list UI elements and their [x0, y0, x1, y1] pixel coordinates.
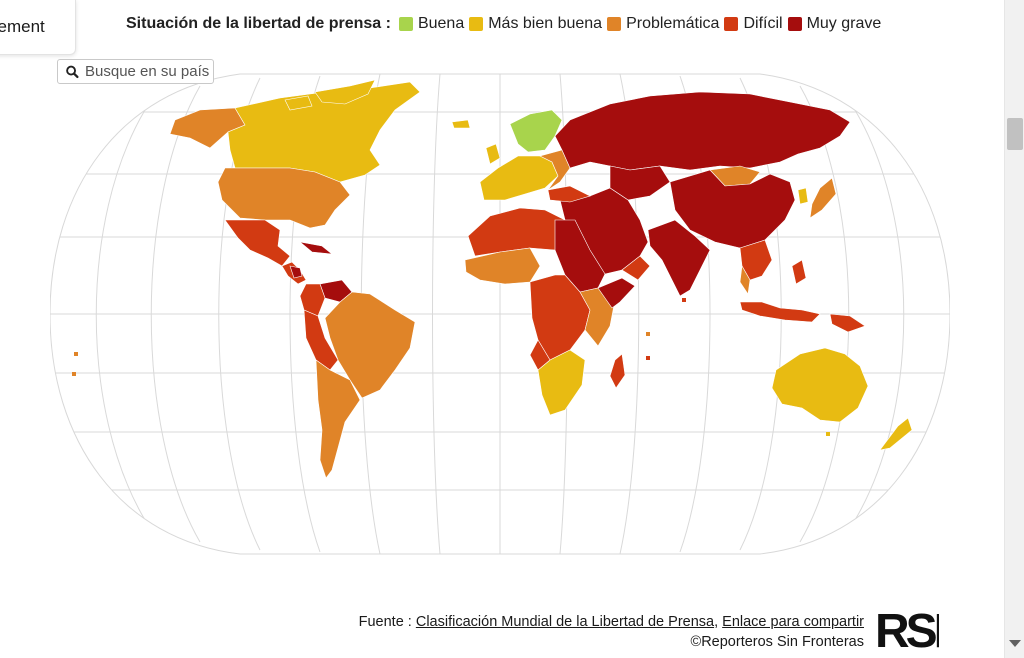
search-icon — [66, 65, 79, 78]
region-india[interactable] — [647, 219, 711, 297]
small-islands — [72, 122, 830, 436]
legend-item-problematica: Problemática — [607, 15, 719, 33]
side-tab-label: sement — [0, 17, 45, 36]
footer: Fuente : Clasificación Mundial de la Lib… — [359, 612, 864, 652]
footer-source-line: Fuente : Clasificación Mundial de la Lib… — [359, 612, 864, 632]
region-usa[interactable] — [217, 167, 351, 229]
rsf-logo-text: RSF — [875, 605, 939, 651]
region-japan[interactable] — [809, 177, 837, 219]
source-link[interactable]: Clasificación Mundial de la Libertad de … — [415, 614, 715, 630]
legend-label-buena: Buena — [417, 15, 465, 32]
region-yemen-oman[interactable] — [621, 255, 651, 281]
legend-title: Situación de la libertad de prensa : — [126, 15, 391, 32]
footer-copyright: ©Reporteros Sin Fronteras — [690, 634, 864, 650]
region-madagascar[interactable] — [609, 353, 626, 389]
region-uk-ireland[interactable] — [485, 143, 501, 165]
region-peru-bolivia[interactable] — [303, 309, 339, 371]
scrollbar[interactable] — [1004, 0, 1024, 658]
region-russia[interactable] — [554, 91, 851, 171]
share-link[interactable]: Enlace para compartir — [722, 614, 864, 630]
region-mexico[interactable] — [224, 219, 291, 267]
region-china[interactable] — [669, 169, 796, 249]
scrollbar-thumb[interactable] — [1007, 118, 1023, 150]
region-new-zealand[interactable] — [879, 417, 913, 451]
legend-item-dificil: Difícil — [724, 15, 783, 33]
legend-item-muy-grave: Muy grave — [787, 15, 882, 33]
region-australia[interactable] — [771, 347, 869, 423]
region-canada[interactable] — [227, 81, 421, 183]
footer-separator: , — [714, 614, 723, 630]
region-nicaragua[interactable] — [289, 265, 303, 279]
legend-label-muy-grave: Muy grave — [806, 15, 882, 32]
legend: Situación de la libertad de prensa : Bue… — [126, 13, 886, 35]
legend-swatch-mas-bien-buena — [469, 17, 484, 31]
region-thailand[interactable] — [739, 265, 751, 295]
country-search-box[interactable] — [57, 59, 214, 84]
region-korea[interactable] — [797, 187, 809, 205]
footer-source-prefix: Fuente : — [358, 614, 416, 630]
region-arctic-islands[interactable] — [284, 95, 313, 111]
legend-swatch-problematica — [607, 17, 622, 31]
region-papua[interactable] — [829, 313, 866, 333]
region-philippines[interactable] — [791, 259, 807, 285]
legend-item-mas-bien-buena: Más bien buena — [469, 15, 602, 33]
legend-label-dificil: Difícil — [743, 15, 783, 32]
legend-swatch-muy-grave — [787, 17, 802, 31]
search-input[interactable] — [85, 63, 213, 80]
legend-item-buena: Buena — [398, 15, 465, 33]
legend-label-problematica: Problemática — [626, 15, 720, 32]
world-map[interactable] — [50, 70, 950, 560]
rsf-logo[interactable]: RSF — [875, 605, 939, 651]
region-angola[interactable] — [529, 339, 551, 371]
side-tab[interactable]: sement — [0, 0, 76, 55]
region-indonesia[interactable] — [739, 301, 821, 323]
region-turkey[interactable] — [547, 185, 591, 203]
legend-swatch-buena — [398, 17, 413, 31]
region-horn-of-africa[interactable] — [597, 277, 636, 309]
region-brazil[interactable] — [324, 291, 416, 399]
region-southern-africa[interactable] — [537, 349, 586, 416]
region-cuba[interactable] — [298, 241, 333, 255]
legend-swatch-dificil — [724, 17, 739, 31]
legend-label-mas-bien-buena: Más bien buena — [488, 15, 603, 32]
scroll-down-arrow-icon[interactable] — [1009, 640, 1021, 647]
region-greenland[interactable] — [314, 79, 376, 105]
region-argentina-chile[interactable] — [315, 359, 361, 479]
